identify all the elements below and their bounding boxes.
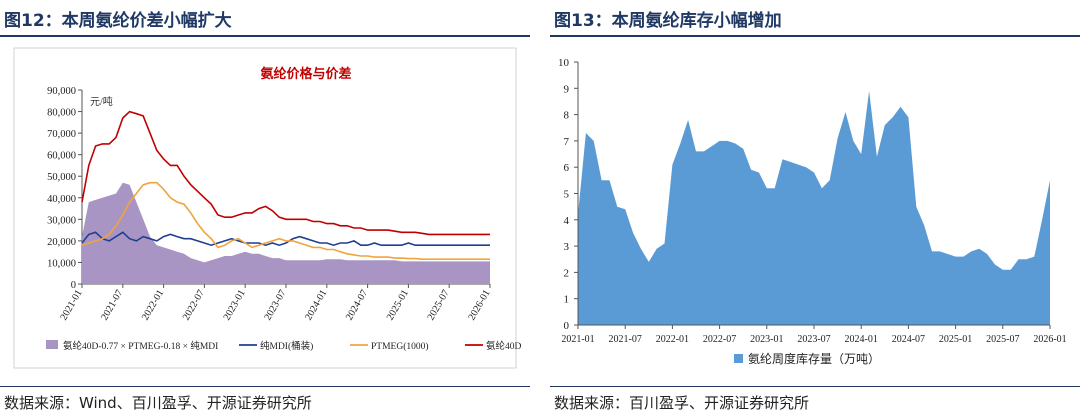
series-area-inventory [578, 90, 1050, 326]
inventory-chart: 0 1 2 3 4 5 6 7 8 9 10 2021-01 2021-07 2022-01 2022-07… [558, 57, 1067, 366]
y-tick-label: 6 [564, 162, 570, 174]
x-tick-label: 2022-01 [140, 288, 166, 322]
title-rule [0, 35, 530, 37]
x-tick-label: 2025-01 [939, 334, 972, 345]
x-tick-label: 2023-01 [750, 334, 783, 345]
legend-label: PTMEG(1000) [371, 341, 429, 352]
y-tick-label: 5 [564, 189, 570, 201]
series-line-2 [81, 181, 490, 261]
legend-swatch [734, 354, 743, 363]
x-tick-label: 2025-01 [385, 288, 411, 322]
y-tick-label: 8 [564, 110, 570, 122]
x-tick-label: 2022-07 [181, 288, 207, 322]
y-tick-label: 30,000 [47, 215, 76, 226]
y-tick-label: 60,000 [47, 151, 76, 162]
x-tick-label: 2024-01 [303, 288, 329, 322]
y-tick-label: 70,000 [47, 129, 76, 140]
figure-title: 图12：本周氨纶价差小幅扩大 [4, 11, 232, 31]
x-tick-label: 2022-01 [656, 334, 689, 345]
y-tick-label: 10,000 [47, 258, 76, 269]
figure-title: 图13：本周氨纶库存小幅增加 [554, 11, 782, 31]
figure-13: 图13：本周氨纶库存小幅增加 0 1 2 3 4 5 6 7 8 9 10 2021-01 2021-0… [550, 0, 1080, 418]
y-tick-label: 80,000 [47, 108, 76, 119]
y-tick-label: 1 [564, 294, 570, 306]
y-tick-label: 20,000 [47, 237, 76, 248]
x-tick-label: 2022-07 [703, 334, 736, 345]
series-area-spread [82, 182, 490, 284]
x-tick-label: 2023-01 [222, 288, 248, 322]
y-tick-label: 0 [564, 320, 570, 332]
x-tick-label: 2023-07 [262, 288, 288, 322]
legend-label: 氨纶40D [486, 340, 522, 352]
y-tick-label: 40,000 [47, 194, 76, 205]
x-tick-label: 2024-01 [845, 334, 878, 345]
x-tick-label: 2024-07 [892, 334, 925, 345]
legend-label: 纯MDI(桶装) [260, 340, 313, 352]
y-tick-label: 4 [564, 215, 570, 227]
legend-label: 氨纶周度库存量（万吨） [748, 351, 880, 366]
legend-swatch [46, 340, 58, 349]
x-tick-label: 2023-07 [797, 334, 830, 345]
title-rule [550, 35, 1080, 37]
x-tick-label: 2021-07 [99, 288, 125, 322]
y-tick-label: 2 [564, 267, 570, 279]
x-tick-label: 2021-07 [609, 334, 642, 345]
x-tick-label: 2025-07 [426, 288, 452, 322]
y-tick-label: 7 [564, 136, 570, 148]
chart-title: 氨纶价格与价差 [259, 66, 351, 81]
source-note: 数据来源：Wind、百川盈孚、开源证券研究所 [4, 394, 312, 412]
chart-frame [13, 47, 517, 369]
figure-12: 图12：本周氨纶价差小幅扩大 氨纶价格与价差元/吨 0 10,000 20,000 30… [0, 0, 530, 418]
x-tick-label: 2021-01 [561, 334, 594, 345]
y-unit-label: 元/吨 [90, 95, 113, 108]
x-tick-label: 2026-01 [466, 288, 492, 322]
y-tick-label: 9 [564, 83, 570, 95]
x-tick-label: 2026-01 [1033, 334, 1066, 345]
y-tick-label: 10 [558, 57, 570, 69]
y-tick-label: 90,000 [47, 86, 76, 97]
series-line-3 [81, 110, 490, 236]
y-tick-label: 50,000 [47, 172, 76, 183]
y-tick-label: 0 [71, 280, 76, 291]
series-line-1 [81, 231, 490, 247]
y-tick-label: 3 [564, 241, 570, 253]
source-note: 数据来源：百川盈孚、开源证券研究所 [554, 394, 810, 412]
source-rule [550, 386, 1080, 387]
legend-label: 氨纶40D-0.77 × PTMEG-0.18 × 纯MDI [63, 340, 218, 352]
x-tick-label: 2025-07 [986, 334, 1019, 345]
x-tick-label: 2021-01 [58, 288, 84, 322]
x-tick-label: 2024-07 [344, 288, 370, 322]
source-rule [0, 386, 530, 387]
